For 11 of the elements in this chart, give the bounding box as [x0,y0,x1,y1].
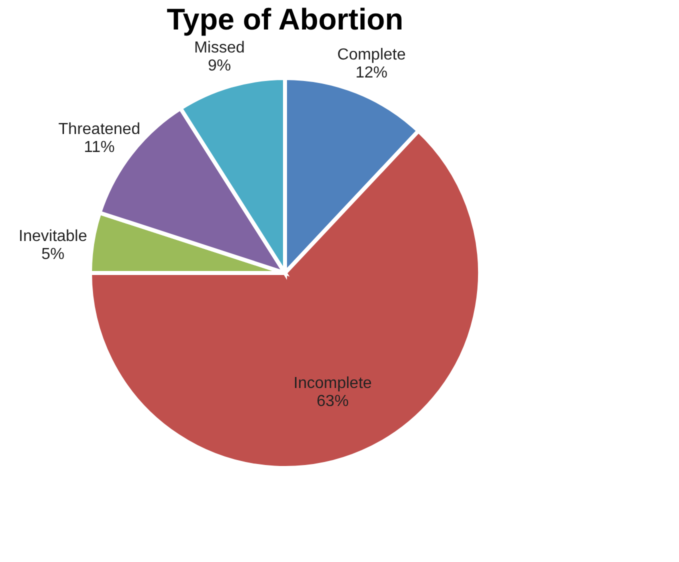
slice-label: Threatened [58,120,140,138]
data-label: 5% [41,246,64,264]
slice-label: Missed [194,39,245,56]
slice-label: Incomplete [294,375,372,392]
data-label: 12% [355,64,388,82]
slice-label: Complete [337,46,406,64]
data-label: 11% [84,138,115,156]
chart-title: Type of Abortion [166,3,404,36]
data-label: 9% [208,57,231,74]
data-label: 63% [316,393,349,410]
slice-label: Inevitable [18,228,88,246]
